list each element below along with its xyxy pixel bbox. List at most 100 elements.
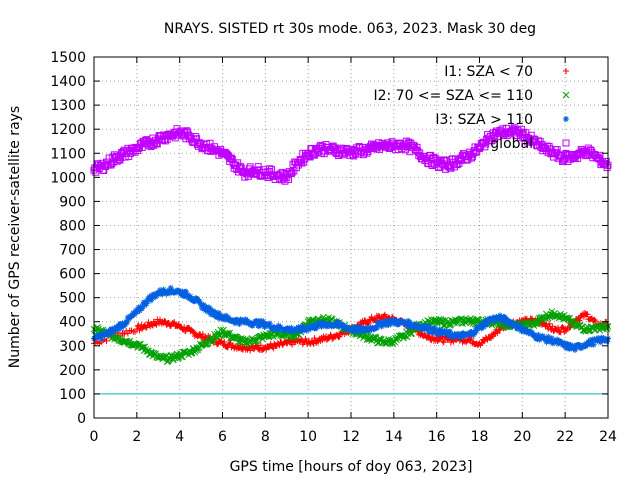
data-point xyxy=(223,150,231,158)
data-point xyxy=(485,333,492,340)
x-tick-label: 12 xyxy=(342,429,360,445)
data-point xyxy=(398,145,406,153)
data-point xyxy=(260,318,267,325)
data-point xyxy=(440,339,447,346)
x-tick-label: 0 xyxy=(90,429,99,445)
data-point xyxy=(132,329,139,336)
data-series xyxy=(90,124,612,366)
data-point xyxy=(121,153,129,161)
data-point xyxy=(336,333,343,340)
data-point xyxy=(441,156,449,164)
data-point xyxy=(257,342,264,349)
data-point xyxy=(464,337,471,344)
data-point xyxy=(431,325,438,332)
data-point xyxy=(431,334,438,341)
legend-marker xyxy=(563,68,569,74)
data-point xyxy=(594,153,602,161)
data-point xyxy=(260,346,267,353)
legend-marker xyxy=(563,116,569,122)
data-point xyxy=(266,165,274,173)
data-point xyxy=(310,340,317,347)
data-point xyxy=(183,127,191,135)
data-point xyxy=(571,346,578,353)
y-axis-title: Number of GPS receiver-satellite rays xyxy=(7,106,23,368)
y-tick-label: 400 xyxy=(59,315,86,331)
data-point xyxy=(581,310,588,317)
data-point xyxy=(314,338,321,345)
data-point xyxy=(447,328,454,335)
x-tick-label: 16 xyxy=(428,429,446,445)
data-point xyxy=(426,334,433,341)
y-tick-label: 1200 xyxy=(50,122,86,138)
data-point xyxy=(209,337,217,345)
x-tick-label: 8 xyxy=(261,429,270,445)
data-point xyxy=(218,337,225,344)
data-point xyxy=(121,330,128,337)
data-point xyxy=(278,168,286,176)
legend-label: I2: 70 <= SZA <= 110 xyxy=(373,88,533,104)
data-point xyxy=(548,335,555,342)
data-point xyxy=(350,152,358,160)
data-point xyxy=(368,314,375,321)
data-point xyxy=(257,172,265,180)
data-point xyxy=(103,337,110,344)
y-tick-label: 700 xyxy=(59,243,86,259)
data-point xyxy=(584,311,591,318)
y-axis-ticks: 0 100 200 300 400 500 600 700 800 900 1000 1100 1200… xyxy=(50,50,608,427)
data-point xyxy=(143,300,150,307)
data-point xyxy=(473,148,481,156)
series-global xyxy=(90,124,612,185)
y-tick-label: 1500 xyxy=(50,50,86,66)
data-point xyxy=(130,339,138,347)
data-point xyxy=(92,168,100,176)
x-tick-label: 10 xyxy=(299,429,317,445)
legend-marker xyxy=(562,139,570,147)
y-tick-label: 800 xyxy=(59,218,86,234)
data-point xyxy=(181,324,188,331)
y-tick-label: 1100 xyxy=(50,146,86,162)
data-point xyxy=(491,330,498,337)
data-point xyxy=(329,142,337,150)
data-point xyxy=(192,133,200,141)
data-point xyxy=(288,168,296,176)
data-point xyxy=(212,309,219,316)
x-tick-label: 24 xyxy=(599,429,617,445)
data-point xyxy=(392,334,399,342)
data-point xyxy=(517,322,524,329)
legend-label: global xyxy=(490,136,533,152)
data-point xyxy=(153,321,160,328)
data-point xyxy=(289,341,296,348)
data-point xyxy=(439,338,446,345)
data-point xyxy=(153,140,161,148)
data-point xyxy=(480,338,487,345)
y-tick-label: 500 xyxy=(59,291,86,307)
data-point xyxy=(133,325,140,332)
data-point xyxy=(591,316,598,323)
x-tick-label: 6 xyxy=(218,429,227,445)
x-tick-label: 18 xyxy=(471,429,489,445)
y-tick-label: 600 xyxy=(59,267,86,283)
data-point xyxy=(467,154,475,162)
x-axis-ticks: 0 2 4 6 8 10 12 14 16 18 20 22 24 xyxy=(90,57,617,445)
data-point xyxy=(559,324,566,331)
y-tick-label: 1400 xyxy=(50,74,86,90)
legend-label: I3: SZA > 110 xyxy=(435,112,533,128)
y-tick-label: 200 xyxy=(59,363,86,379)
chart-title: NRAYS. SISTED rt 30s mode. 063, 2023. Ma… xyxy=(164,21,536,37)
data-point xyxy=(494,330,501,337)
data-point xyxy=(270,345,277,352)
data-point xyxy=(521,319,529,327)
y-tick-label: 900 xyxy=(59,194,86,210)
y-tick-label: 1300 xyxy=(50,98,86,114)
data-point xyxy=(221,338,228,345)
y-tick-label: 300 xyxy=(59,339,86,355)
data-point xyxy=(190,328,197,335)
data-point xyxy=(227,154,235,162)
data-point xyxy=(100,167,108,175)
data-point xyxy=(564,315,572,323)
data-point xyxy=(281,177,289,185)
y-tick-label: 100 xyxy=(59,387,86,403)
legend-label: I1: SZA < 70 xyxy=(444,64,533,80)
data-point xyxy=(603,164,611,172)
data-point xyxy=(590,341,597,348)
